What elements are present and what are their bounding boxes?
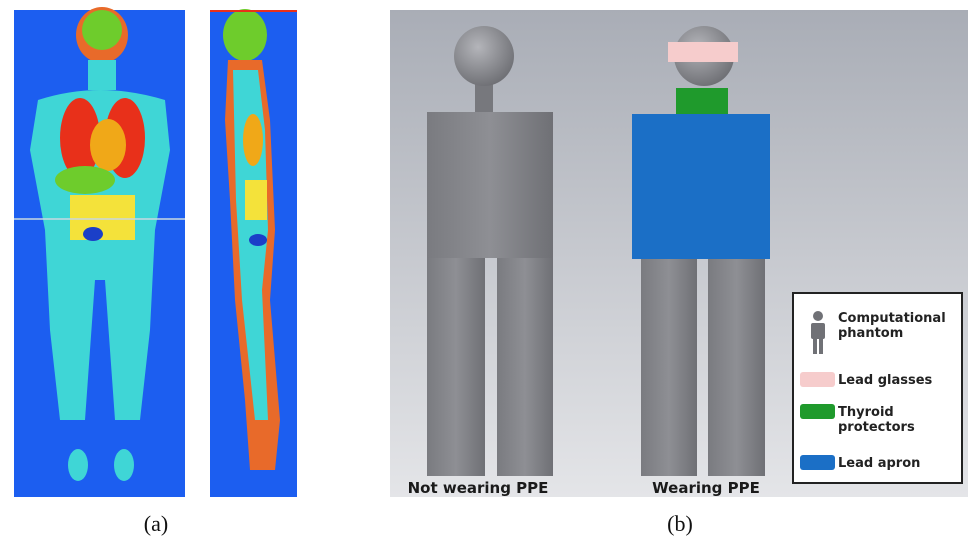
legend-icon-glasses	[800, 372, 835, 387]
figure-art	[0, 0, 974, 547]
thyroid-protector	[676, 88, 728, 114]
phantom-front-scan	[14, 7, 185, 497]
legend-icon-apron	[800, 455, 835, 470]
phantom-side-scan	[210, 9, 297, 497]
legend-text: Thyroid protectors	[838, 405, 918, 435]
legend-text: Lead apron	[838, 456, 958, 471]
phantom-label: Wearing PPE	[652, 479, 760, 497]
phantom-label: Not wearing PPE	[408, 479, 549, 497]
panel-label: (b)	[667, 511, 693, 537]
figure: Not wearing PPE Wearing PPE Computationa…	[0, 0, 974, 547]
lead-glasses	[668, 42, 738, 62]
panel-label: (a)	[144, 511, 168, 537]
legend-icon-thyroid	[800, 404, 835, 419]
legend-text: Computational phantom	[838, 311, 953, 341]
lead-apron	[632, 114, 770, 259]
legend-text: Lead glasses	[838, 373, 958, 388]
